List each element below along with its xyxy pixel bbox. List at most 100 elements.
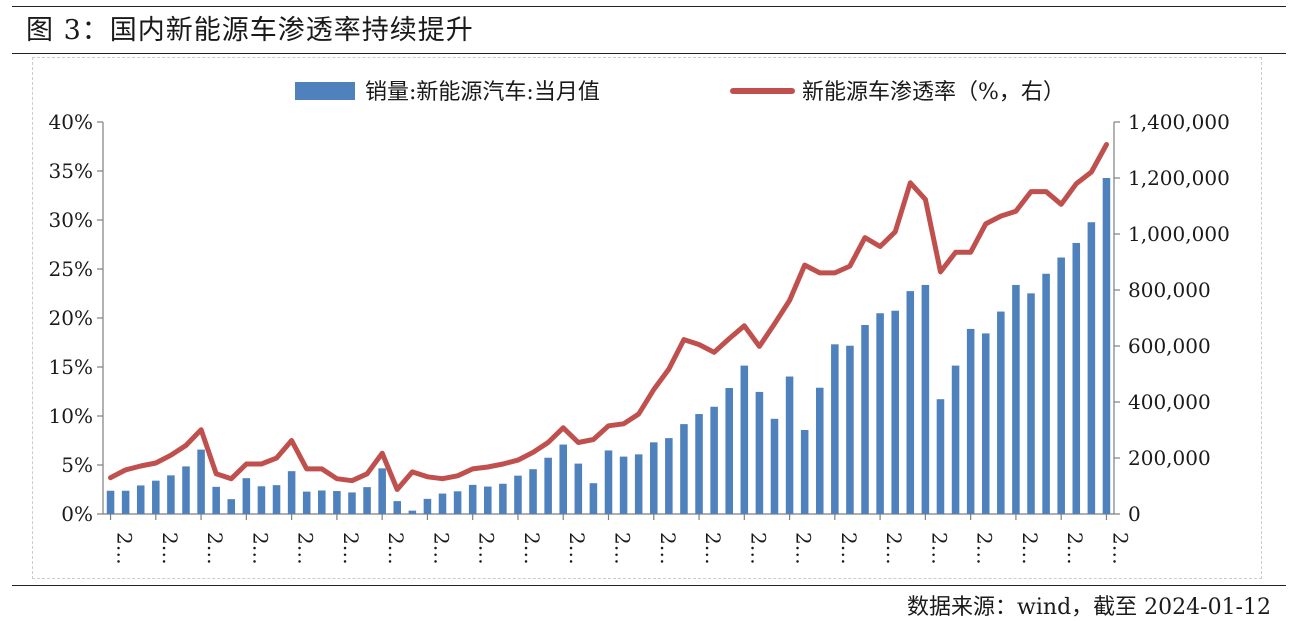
legend-label-line: 新能源车渗透率（%，右） [802,80,1065,105]
x-tick-label: 2… [158,532,182,565]
bar [997,311,1005,514]
bar [966,328,975,514]
x-tick-label: 2… [927,532,951,565]
x-tick-label: 2… [1063,532,1087,565]
bar [740,365,749,514]
bar [468,484,477,514]
x-tick-label: 2… [701,532,725,565]
right-tick-label: 1,400,000 [1128,110,1230,134]
right-tick-label: 1,200,000 [1128,166,1230,190]
right-tick-label: 1,000,000 [1128,222,1230,246]
bar [680,424,688,514]
chart-frame [32,57,1262,579]
bar [363,487,371,514]
x-tick-label: 2… [565,532,589,565]
left-tick-label: 15% [49,355,93,379]
title-rule [12,53,1286,54]
bar [831,344,839,514]
bar [725,388,733,514]
bar [544,457,552,514]
x-tick-label: 2… [384,532,408,565]
bar [272,485,281,514]
bar [408,510,417,514]
legend-label-bar: 销量:新能源汽车:当月值 [365,80,600,105]
bar [1042,273,1050,514]
bar [876,313,884,514]
x-tick-label: 2… [746,532,770,565]
bar [906,291,915,514]
bar [921,284,930,514]
bar [604,450,613,514]
x-tick-label: 2… [656,532,680,565]
bar [514,475,522,514]
bar [242,478,251,514]
bar [846,345,854,514]
bar [981,333,990,514]
right-tick-label: 800,000 [1128,278,1211,302]
bar [619,456,628,514]
bar [785,376,794,514]
left-tick-label: 5% [61,453,93,477]
bar [695,414,703,514]
bar [484,486,492,514]
right-tick-label: 400,000 [1128,390,1211,414]
bar [574,463,583,514]
bar [212,486,220,514]
bar [197,449,205,514]
bar [559,444,568,514]
x-tick-label: 2… [792,532,816,565]
bar [393,501,402,514]
bar [529,469,537,514]
bar [378,468,386,514]
bar [182,466,190,514]
bar [227,499,236,514]
bar [257,486,266,514]
left-tick-label: 20% [49,306,93,330]
bar [136,485,145,514]
bar [755,391,764,514]
top-rule [12,6,1286,7]
bar [152,480,160,514]
bar [106,490,115,514]
x-tick-label: 2… [429,532,453,565]
left-tick-label: 35% [49,159,93,183]
x-tick-label: 2… [339,532,363,565]
right-tick-label: 0 [1128,502,1141,526]
page-title: 图 3：国内新能源车渗透率持续提升 [26,15,474,46]
bar [348,492,356,514]
bar [634,454,643,514]
bar [423,498,432,514]
x-tick-label: 2… [837,532,861,565]
bar [951,365,960,514]
legend-swatch-bar [295,82,355,100]
penetration-line [108,142,1109,492]
x-tick-label: 2… [475,532,499,565]
bar [318,490,326,514]
bar [1087,222,1096,515]
bar [1072,242,1081,514]
bar [1102,178,1111,514]
x-tick-label: 2… [882,532,906,565]
right-tick-label: 200,000 [1128,446,1211,470]
bar [287,471,296,514]
x-tick-label: 2… [520,532,544,565]
bar [499,483,507,514]
left-tick-label: 40% [49,110,93,134]
bottom-rule [12,585,1286,586]
left-tick-label: 30% [49,208,93,232]
right-tick-label: 600,000 [1128,334,1211,358]
bar [891,310,899,514]
bar [815,387,824,514]
bar [710,406,718,514]
left-tick-label: 0% [61,502,93,526]
source-note: 数据来源：wind，截至 2024-01-12 [907,595,1271,620]
x-tick-label: 2… [973,532,997,565]
bar [665,438,673,514]
bar [438,493,447,514]
x-tick-label: 2… [294,532,318,565]
bar [167,475,175,514]
bar [1027,293,1035,514]
bar [649,442,658,514]
x-tick-label: 2… [1108,532,1132,565]
